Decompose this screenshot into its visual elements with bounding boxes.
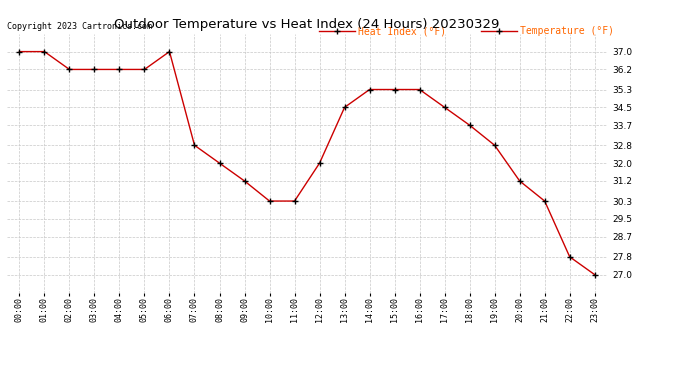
Text: Copyright 2023 Cartronics.com: Copyright 2023 Cartronics.com <box>7 22 152 31</box>
Text: Heat Index (°F): Heat Index (°F) <box>358 26 446 36</box>
Text: Temperature (°F): Temperature (°F) <box>520 26 614 36</box>
Title: Outdoor Temperature vs Heat Index (24 Hours) 20230329: Outdoor Temperature vs Heat Index (24 Ho… <box>115 18 500 31</box>
